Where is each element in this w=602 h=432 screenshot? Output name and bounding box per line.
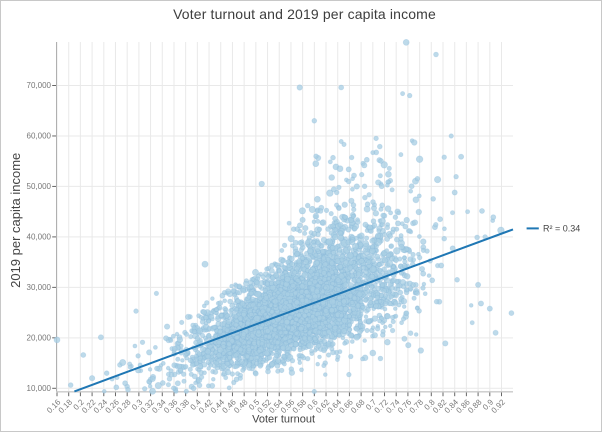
svg-text:70,000: 70,000 bbox=[27, 81, 52, 90]
svg-text:40,000: 40,000 bbox=[27, 233, 52, 242]
svg-text:30,000: 30,000 bbox=[27, 283, 52, 292]
svg-text:60,000: 60,000 bbox=[27, 132, 52, 141]
svg-text:10,000: 10,000 bbox=[27, 384, 52, 393]
svg-text:20,000: 20,000 bbox=[27, 334, 52, 343]
svg-text:50,000: 50,000 bbox=[27, 182, 52, 191]
